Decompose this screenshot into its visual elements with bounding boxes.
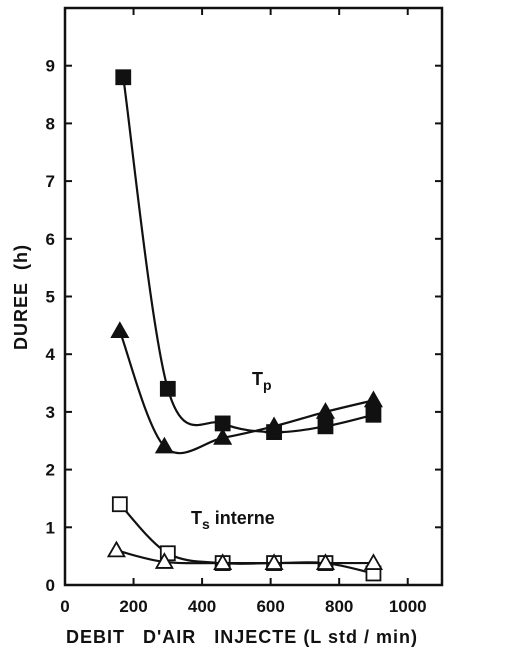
triangle-point (264, 416, 284, 434)
triangle-point (154, 552, 174, 569)
ts-rest: interne (210, 508, 275, 528)
series-square-filled (115, 69, 382, 440)
series-triangle-filled (110, 321, 384, 455)
x-tick-label: 800 (325, 597, 353, 616)
series-line (116, 549, 374, 565)
ts-main: T (191, 508, 202, 528)
triangle-point (213, 553, 233, 570)
y-tick-label: 4 (46, 345, 56, 364)
series-line (122, 77, 374, 434)
series-layer (106, 69, 384, 582)
x-tick-label: 1000 (389, 597, 427, 616)
x-tick-label: 200 (119, 597, 147, 616)
square-point (111, 496, 128, 513)
ts-annotation: Ts interne (191, 508, 275, 532)
square-point (159, 380, 176, 397)
y-tick-label: 9 (46, 57, 55, 76)
y-tick-label: 5 (46, 288, 55, 307)
y-tick-label: 7 (46, 172, 55, 191)
x-tick-label: 600 (256, 597, 284, 616)
triangle-point (315, 553, 336, 570)
x-axis-title: DEBIT D'AIR INJECTE (66, 627, 297, 647)
square-point (115, 69, 132, 86)
triangle-point (213, 428, 233, 445)
triangle-point (363, 553, 384, 570)
y-tick-label: 6 (46, 230, 55, 249)
square-point (317, 418, 334, 435)
triangle-point (154, 436, 174, 454)
triangle-point (264, 553, 284, 570)
triangle-point (363, 390, 384, 408)
series-triangle-open (106, 540, 384, 570)
y-axis-label: DUREE (h) (11, 244, 31, 350)
triangle-point (106, 540, 126, 558)
y-tick-label: 2 (46, 461, 55, 480)
tp-annotation: Tp (252, 369, 272, 393)
tp-main: T (252, 369, 263, 389)
y-tick-label: 1 (46, 518, 55, 537)
y-tick-label: 8 (46, 114, 55, 133)
axis-ticks: 0 1 2 3 4 5 6 7 8 9 0 200 400 600 800 1000 (46, 8, 442, 616)
x-tick-label: 400 (188, 597, 216, 616)
x-axis-unit: (L std / min) (303, 627, 418, 647)
x-axis-label: DEBIT D'AIR INJECTE (L std / min) (66, 627, 418, 647)
series-line (118, 330, 374, 455)
y-axis-title: DUREE (11, 282, 31, 350)
y-axis-unit: (h) (11, 244, 31, 270)
tp-sub: p (263, 377, 272, 393)
ts-sub: s (202, 516, 210, 532)
y-tick-label: 0 (46, 576, 55, 595)
x-tick-label: 0 (60, 597, 69, 616)
y-tick-label: 3 (46, 403, 55, 422)
triangle-point (110, 321, 130, 339)
triangle-point (315, 402, 336, 419)
square-point (365, 406, 382, 423)
